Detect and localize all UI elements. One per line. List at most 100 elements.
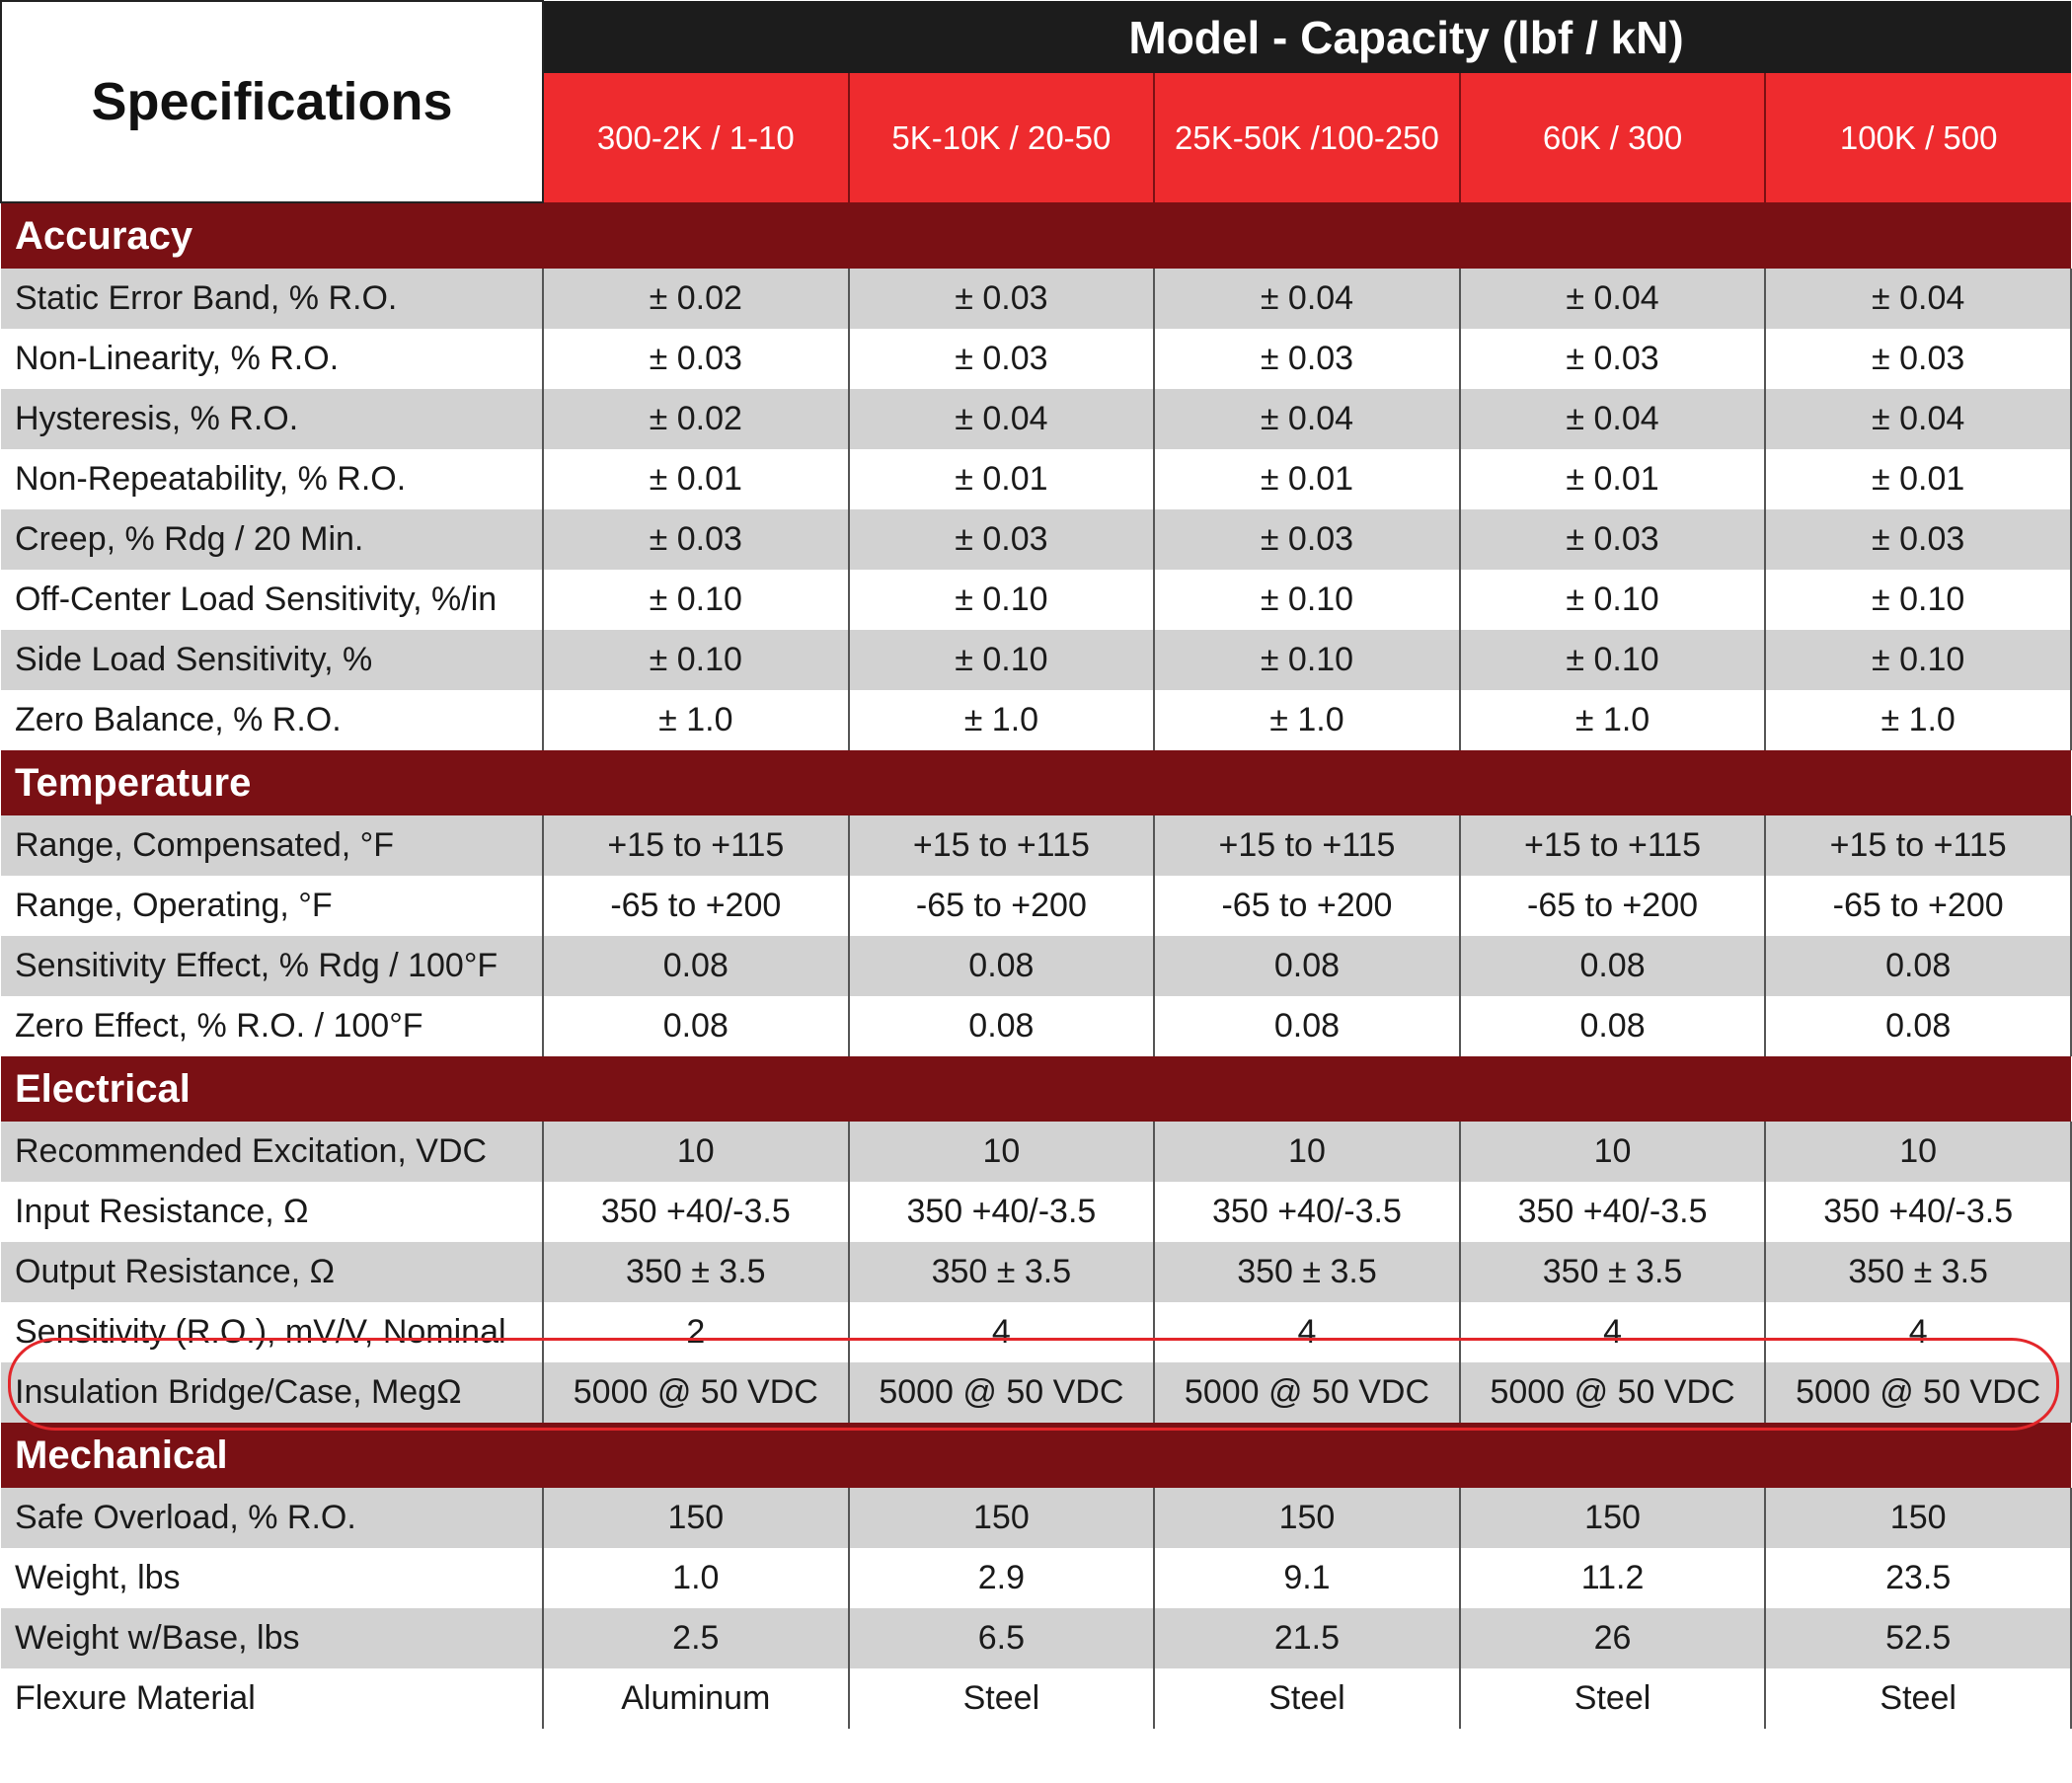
section-header-temperature: Temperature <box>1 750 2071 815</box>
spec-value: Aluminum <box>543 1668 850 1729</box>
spec-value: 350 +40/-3.5 <box>1459 1182 1767 1242</box>
spec-value: ± 0.03 <box>543 329 850 389</box>
spec-value: -65 to +200 <box>1154 876 1461 936</box>
specifications-table: Specifications Model - Capacity (lbf / k… <box>0 0 2072 1729</box>
spec-value: 350 +40/-3.5 <box>848 1182 1156 1242</box>
spec-value: -65 to +200 <box>1459 876 1767 936</box>
spec-value: -65 to +200 <box>543 876 850 936</box>
spec-value: 0.08 <box>848 996 1156 1056</box>
spec-value: 350 +40/-3.5 <box>543 1182 850 1242</box>
spec-value: ± 0.03 <box>848 329 1156 389</box>
spec-value: 2.9 <box>848 1548 1156 1608</box>
section-title: Temperature <box>1 750 2071 815</box>
spec-value: ± 1.0 <box>1154 690 1461 750</box>
spec-value: 0.08 <box>543 996 850 1056</box>
spec-value: +15 to +115 <box>543 815 850 876</box>
spec-value: 10 <box>1154 1122 1461 1182</box>
section-header-accuracy: Accuracy <box>1 202 2071 269</box>
section-title: Mechanical <box>1 1423 2071 1488</box>
spec-value: 350 +40/-3.5 <box>1765 1182 2072 1242</box>
model-column-header: 100K / 500 <box>1764 73 2071 202</box>
spec-value: ± 0.10 <box>1459 570 1767 630</box>
spec-label: Input Resistance, Ω <box>1 1182 545 1242</box>
spec-value: +15 to +115 <box>1765 815 2072 876</box>
spec-value: ± 0.03 <box>848 509 1156 570</box>
spec-value: ± 0.10 <box>848 630 1156 690</box>
table-row: Range, Operating, °F -65 to +200 -65 to +2… <box>1 876 2072 936</box>
spec-label: Sensitivity (R.O.), mV/V, Nominal <box>1 1302 545 1362</box>
spec-value: ± 0.03 <box>1765 329 2072 389</box>
spec-value: ± 0.03 <box>1154 329 1461 389</box>
spec-value: ± 0.10 <box>1154 570 1461 630</box>
section-header-electrical: Electrical <box>1 1056 2071 1122</box>
spec-value: 5000 @ 50 VDC <box>1154 1362 1461 1423</box>
spec-value: ± 0.01 <box>1154 449 1461 509</box>
section-title: Electrical <box>1 1056 2071 1122</box>
table-row: Safe Overload, % R.O. 150 150 150 150 150 <box>1 1488 2072 1548</box>
spec-value: ± 0.02 <box>543 389 850 449</box>
spec-value: 0.08 <box>1459 996 1767 1056</box>
spec-label: Flexure Material <box>1 1668 545 1729</box>
table-row: Flexure Material Aluminum Steel Steel Steel S… <box>1 1668 2072 1729</box>
spec-value: ± 0.01 <box>543 449 850 509</box>
spec-label: Non-Repeatability, % R.O. <box>1 449 545 509</box>
spec-value: 4 <box>1154 1302 1461 1362</box>
spec-value: 10 <box>1765 1122 2072 1182</box>
spec-value: ± 0.01 <box>848 449 1156 509</box>
model-column-header: 60K / 300 <box>1458 73 1766 202</box>
spec-value: 350 ± 3.5 <box>1765 1242 2072 1302</box>
table-title: Specifications <box>0 0 545 203</box>
spec-value: ± 0.10 <box>1765 570 2072 630</box>
section-header-mechanical: Mechanical <box>1 1423 2071 1488</box>
spec-value: 6.5 <box>848 1608 1156 1668</box>
spec-value: Steel <box>848 1668 1156 1729</box>
spec-value: -65 to +200 <box>848 876 1156 936</box>
spec-label: Creep, % Rdg / 20 Min. <box>1 509 545 570</box>
spec-value: ± 0.04 <box>1765 269 2072 329</box>
section-title: Accuracy <box>1 202 2071 269</box>
spec-value: ± 0.04 <box>1154 269 1461 329</box>
spec-value: 0.08 <box>1765 996 2072 1056</box>
spec-value: 0.08 <box>1765 936 2072 996</box>
spec-value: 0.08 <box>1154 996 1461 1056</box>
spec-label: Recommended Excitation, VDC <box>1 1122 545 1182</box>
spec-value: 1.0 <box>543 1548 850 1608</box>
spec-value: ± 0.10 <box>543 570 850 630</box>
spec-value: ± 1.0 <box>848 690 1156 750</box>
spec-label: Range, Operating, °F <box>1 876 545 936</box>
spec-value: 0.08 <box>1154 936 1461 996</box>
spec-label: Zero Balance, % R.O. <box>1 690 545 750</box>
spec-value: 350 ± 3.5 <box>848 1242 1156 1302</box>
spec-label: Sensitivity Effect, % Rdg / 100°F <box>1 936 545 996</box>
spec-label: Safe Overload, % R.O. <box>1 1488 545 1548</box>
spec-value: +15 to +115 <box>1154 815 1461 876</box>
spec-value: 350 ± 3.5 <box>543 1242 850 1302</box>
spec-value: 11.2 <box>1459 1548 1767 1608</box>
spec-value: 150 <box>1765 1488 2072 1548</box>
table-row: Zero Balance, % R.O. ± 1.0 ± 1.0 ± 1.0 ± 1.0… <box>1 690 2072 750</box>
spec-value: 23.5 <box>1765 1548 2072 1608</box>
table-row: Output Resistance, Ω 350 ± 3.5 350 ± 3.5 35… <box>1 1242 2072 1302</box>
spec-value: ± 0.03 <box>1459 329 1767 389</box>
table-row: Static Error Band, % R.O. ± 0.02 ± 0.03 ± 0… <box>1 269 2072 329</box>
spec-value: 9.1 <box>1154 1548 1461 1608</box>
spec-value: 26 <box>1459 1608 1767 1668</box>
spec-value: 150 <box>1154 1488 1461 1548</box>
table-row: Side Load Sensitivity, % ± 0.10 ± 0.10 ± 0.… <box>1 630 2072 690</box>
spec-value: Steel <box>1459 1668 1767 1729</box>
table-row: Weight, lbs 1.0 2.9 9.1 11.2 23.5 <box>1 1548 2072 1608</box>
spec-value: 10 <box>1459 1122 1767 1182</box>
spec-value: 2 <box>543 1302 850 1362</box>
spec-label: Weight, lbs <box>1 1548 545 1608</box>
spec-label: Insulation Bridge/Case, MegΩ <box>1 1362 545 1423</box>
spec-value: ± 0.03 <box>543 509 850 570</box>
spec-value: +15 to +115 <box>848 815 1156 876</box>
table-row: Off-Center Load Sensitivity, %/in ± 0.10 ±… <box>1 570 2072 630</box>
spec-value: ± 1.0 <box>1459 690 1767 750</box>
spec-value: ± 0.03 <box>1459 509 1767 570</box>
table-row: Recommended Excitation, VDC 10 10 10 10 10 <box>1 1122 2072 1182</box>
spec-value: 350 +40/-3.5 <box>1154 1182 1461 1242</box>
spec-value: Steel <box>1765 1668 2072 1729</box>
table-row: Non-Linearity, % R.O. ± 0.03 ± 0.03 ± 0.03 ±… <box>1 329 2072 389</box>
